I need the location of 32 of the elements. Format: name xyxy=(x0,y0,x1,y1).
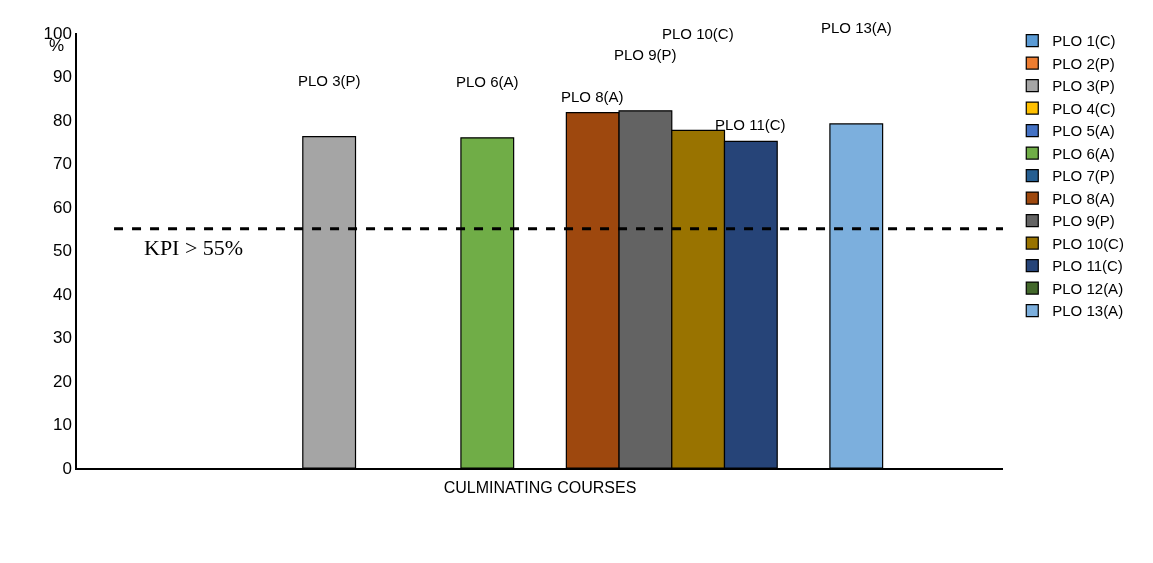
y-tick-label: 90 xyxy=(52,67,72,87)
text: PLO 10(C) xyxy=(662,25,734,42)
text: PLO 8(A) xyxy=(561,88,624,105)
legend-label: PLO 10(C) xyxy=(1052,234,1124,252)
y-tick-label: 20 xyxy=(52,371,72,391)
legend-label: PLO 11(C) xyxy=(1052,257,1123,275)
y-tick-label: 40 xyxy=(52,284,72,304)
y-tick-label: 30 xyxy=(52,328,72,348)
legend-label: PLO 12(A) xyxy=(1052,279,1124,297)
legend-label: PLO 5(A) xyxy=(1052,122,1115,140)
legend-label: PLO 13(A) xyxy=(1052,302,1124,320)
text: PLO 9(P) xyxy=(614,46,677,63)
ref-line-label: KPI > 55% xyxy=(144,235,244,260)
text: PLO 13(A) xyxy=(821,19,892,36)
text: PLO 3(P) xyxy=(298,72,361,89)
y-tick-label: 10 xyxy=(52,415,72,435)
legend-label: PLO 2(P) xyxy=(1052,54,1115,72)
legend-label: PLO 4(C) xyxy=(1052,99,1116,117)
legend-label: PLO 8(A) xyxy=(1052,189,1115,207)
legend-label: PLO 1(C) xyxy=(1052,32,1116,50)
legend-label: PLO 3(P) xyxy=(1052,77,1115,95)
y-tick-label: 70 xyxy=(52,154,72,174)
y-tick-label: 0 xyxy=(62,458,72,478)
text: PLO 6(A) xyxy=(456,73,519,90)
y-tick-label: 50 xyxy=(52,241,72,261)
y-tick-label: 80 xyxy=(52,110,72,130)
legend-label: PLO 7(P) xyxy=(1052,167,1115,185)
legend-label: PLO 9(P) xyxy=(1052,212,1115,230)
x-axis-title: CULMINATING COURSES xyxy=(443,479,637,497)
y-tick-label: 60 xyxy=(52,197,72,217)
text: PLO 11(C) xyxy=(715,116,786,133)
legend-label: PLO 6(A) xyxy=(1052,144,1115,162)
